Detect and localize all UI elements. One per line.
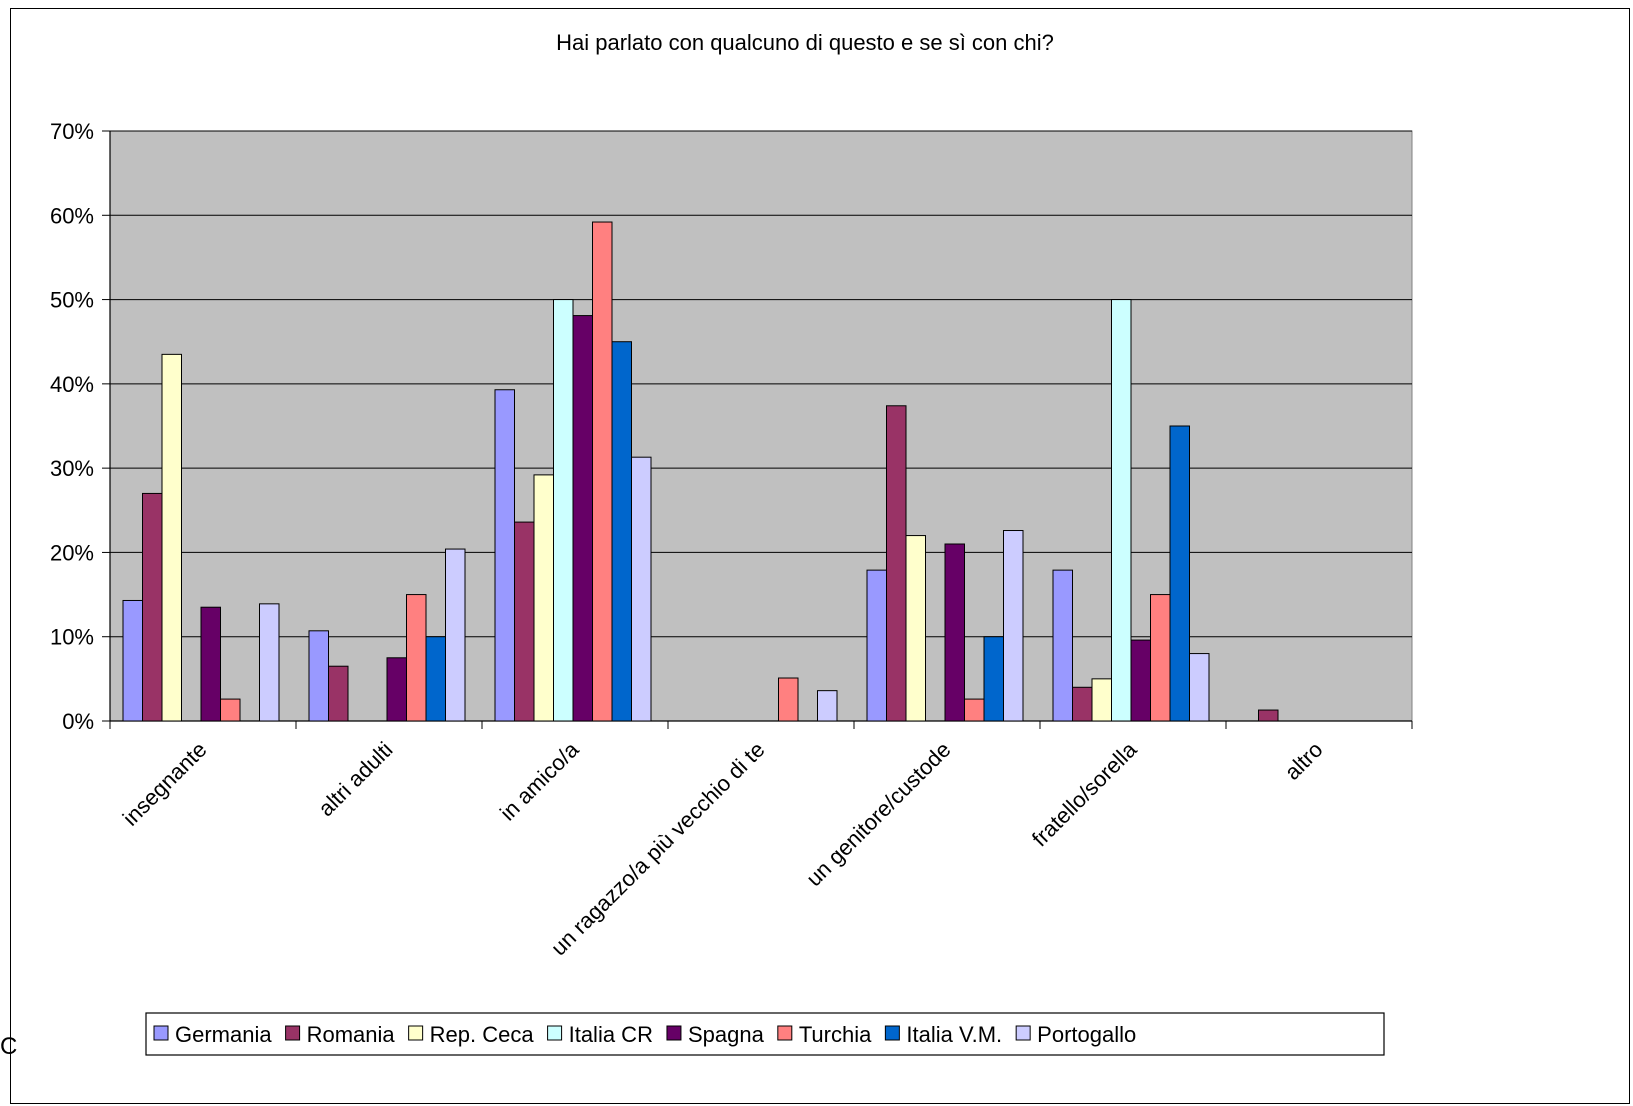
bar — [161, 353, 182, 722]
x-tick-label: fratello/sorella — [1027, 736, 1142, 851]
bar — [1150, 594, 1171, 722]
x-tick-label: in amico/a — [495, 736, 584, 825]
bar — [572, 315, 593, 722]
bar — [817, 690, 838, 722]
legend-entry: Italia V.M. — [906, 1022, 1002, 1047]
bar — [1189, 653, 1210, 722]
bar — [308, 630, 329, 722]
legend-entry: Romania — [307, 1022, 396, 1047]
bar — [1111, 299, 1132, 722]
legend-entry: Spagna — [688, 1022, 765, 1047]
bar — [1003, 530, 1024, 722]
bar — [142, 492, 163, 722]
bar — [1258, 709, 1279, 722]
legend-entry: Italia CR — [569, 1022, 653, 1047]
legend-swatch — [884, 1025, 900, 1041]
y-tick-label: 50% — [50, 288, 94, 313]
bar — [964, 698, 985, 722]
bar — [592, 221, 613, 722]
chart-title: Hai parlato con qualcuno di questo e se … — [556, 30, 1054, 55]
bar — [866, 569, 887, 722]
bar — [1052, 569, 1073, 722]
legend-swatch — [408, 1025, 424, 1041]
bar — [611, 341, 632, 722]
bar — [386, 657, 407, 722]
legend-swatch — [777, 1025, 793, 1041]
bar — [220, 698, 241, 722]
bar — [200, 606, 221, 722]
legend-swatch — [666, 1025, 682, 1041]
legend-entry: Germania — [175, 1022, 272, 1047]
bar — [1169, 425, 1190, 722]
bar — [886, 405, 907, 722]
y-tick-label: 40% — [50, 372, 94, 397]
stray-glyph: C — [0, 1033, 18, 1060]
bar — [425, 636, 446, 722]
legend-entry: Portogallo — [1037, 1022, 1136, 1047]
x-tick-label: un genitore/custode — [801, 737, 955, 891]
bar — [406, 594, 427, 722]
legend-swatch — [1015, 1025, 1031, 1041]
bar — [1130, 639, 1151, 722]
x-tick-label: altro — [1280, 737, 1328, 785]
y-tick-label: 30% — [50, 456, 94, 481]
legend-swatch — [547, 1025, 563, 1041]
x-tick-label: altri adulti — [313, 737, 397, 821]
legend-swatch — [285, 1025, 301, 1041]
x-tick-label: insegnante — [118, 737, 212, 831]
bar — [494, 389, 515, 722]
bar — [905, 535, 926, 722]
bar — [1091, 678, 1112, 722]
bar — [445, 548, 466, 722]
legend-entry: Turchia — [799, 1022, 872, 1047]
legend-swatch — [153, 1025, 169, 1041]
legend-box — [145, 1012, 1385, 1056]
y-tick-label: 20% — [50, 540, 94, 565]
y-tick-label: 10% — [50, 625, 94, 650]
y-tick-label: 0% — [62, 709, 94, 734]
bar — [533, 474, 554, 722]
bar — [1072, 686, 1093, 722]
bar — [944, 543, 965, 722]
x-tick-label: un ragazzo/a più vecchio di te — [546, 737, 770, 961]
bar — [631, 456, 652, 722]
bar — [983, 636, 1004, 722]
y-tick-label: 70% — [50, 119, 94, 144]
bar — [259, 603, 280, 722]
legend-entry: Rep. Ceca — [430, 1022, 535, 1047]
bar — [122, 599, 143, 722]
bar — [778, 677, 799, 722]
bar — [328, 665, 349, 722]
y-tick-label: 60% — [50, 203, 94, 228]
plot-area — [109, 130, 1413, 722]
bar — [553, 299, 574, 722]
bar — [514, 521, 535, 722]
